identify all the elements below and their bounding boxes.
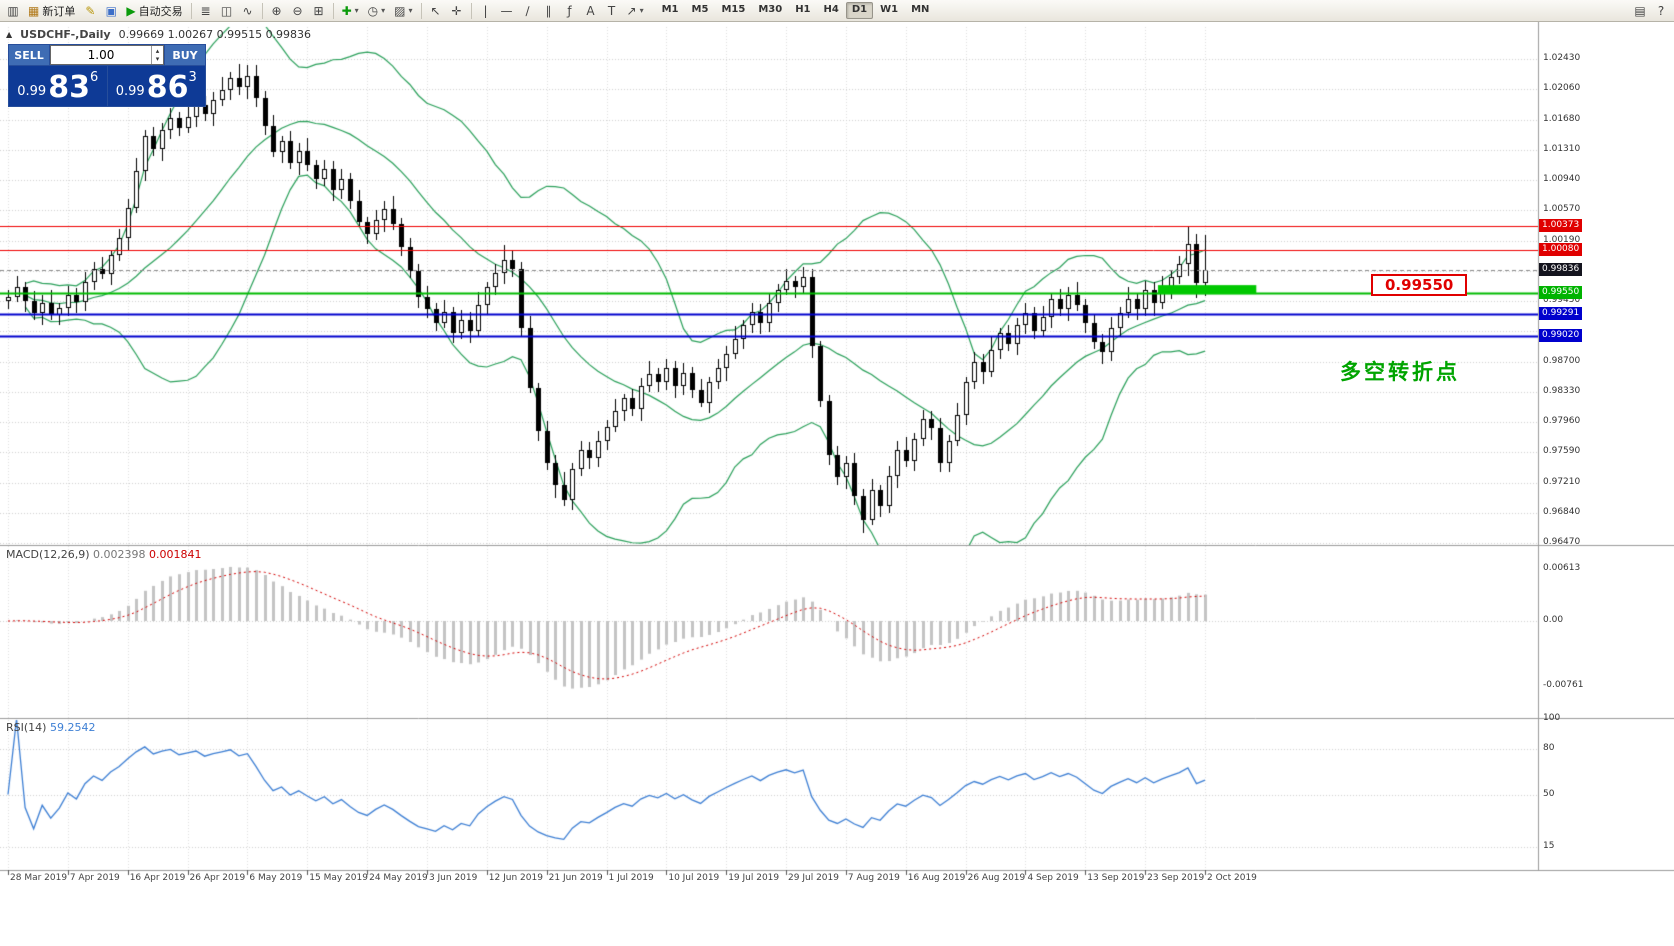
timeframe-m1-button[interactable]: M1 [661,4,679,15]
toolbar-separator [420,2,422,19]
tile-windows-button[interactable]: ⊞ [309,2,329,20]
toolbar: ▥ ▦ 新订单 ✎ ▣ ▶ 自动交易 ≣ ◫ ∿ ⊕ ⊖ ⊞ ✚ ▾ ◷ ▾ ▨ ▾ ↖ ✛ | — ∕ ∥ ƒ A T ↗ ▾ M1 M5… [0,0,1674,22]
toolbar-separator [332,2,334,19]
zoom-out-button[interactable]: ⊖ [288,2,308,20]
indicators-add-icon: ✚ [341,3,352,18]
clock-icon: ◷ [367,3,379,18]
zoom-in-icon: ⊕ [271,3,282,18]
cursor-icon: ↖ [430,3,441,18]
autotrading-button-label: 自动交易 [138,4,183,18]
chart-window-icon: ▥ [7,3,19,18]
fibonacci-button[interactable]: ƒ [560,2,580,20]
metaeditor-button[interactable]: ✎ [80,2,100,20]
new-order-icon: ▦ [28,3,40,18]
template-icon: ▨ [394,3,406,18]
timeframe-h4-button[interactable]: H4 [823,4,839,15]
horizontal-line-icon: — [500,3,513,18]
arrows-icon: ↗ [626,3,637,18]
horizontal-line-button[interactable]: — [497,2,517,20]
fibonacci-icon: ƒ [567,3,572,18]
dropdown-caret-icon: ▾ [639,6,644,15]
bar-chart-icon: ≣ [200,3,211,18]
toolbar-separator [261,2,263,19]
text-label-icon: T [607,3,616,18]
dropdown-caret-icon: ▾ [381,6,386,15]
text-button[interactable]: A [581,2,601,20]
data-window-button[interactable]: ▤ [1630,2,1650,20]
timeframe-mn-button[interactable]: MN [911,4,930,15]
toolbar-separator [190,2,192,19]
crosshair-button[interactable]: ✛ [447,2,467,20]
timeframe-m15-button[interactable]: M15 [721,4,746,15]
terminal-button[interactable]: ▣ [101,2,121,20]
terminal-icon: ▣ [105,3,118,18]
indicators-button[interactable]: ✚ ▾ [338,2,363,20]
timeframe-m5-button[interactable]: M5 [691,4,709,15]
chart-canvas[interactable] [0,22,1674,946]
cursor-button[interactable]: ↖ [426,2,446,20]
toolbar-right-group: ▤? [1630,2,1671,20]
zoom-in-button[interactable]: ⊕ [267,2,287,20]
timeframe-h1-button[interactable]: H1 [795,4,811,15]
zoom-out-icon: ⊖ [292,3,303,18]
chart-window-button[interactable]: ▥ [3,2,23,20]
toolbar-buttons-group: ▥ ▦ 新订单 ✎ ▣ ▶ 自动交易 ≣ ◫ ∿ ⊕ ⊖ ⊞ ✚ ▾ ◷ ▾ ▨ ▾ ↖ ✛ | — ∕ ∥ ƒ A T ↗ ▾ [3,2,648,20]
help-icon: ? [1657,3,1665,18]
channel-icon: ∥ [545,3,552,18]
line-chart-icon: ∿ [242,3,253,18]
toolbar-separator [470,2,472,19]
autotrading-button[interactable]: ▶ 自动交易 [122,2,186,20]
line-chart-button[interactable]: ∿ [238,2,258,20]
autotrading-icon: ▶ [126,3,136,18]
trendline-icon: ∕ [525,3,530,18]
templates-button[interactable]: ▨ ▾ [390,2,416,20]
help-button[interactable]: ? [1651,2,1671,20]
timeframe-w1-button[interactable]: W1 [880,4,899,15]
candlestick-chart-button[interactable]: ◫ [217,2,237,20]
timeframe-m30-button[interactable]: M30 [758,4,783,15]
periods-button[interactable]: ◷ ▾ [364,2,390,20]
vertical-line-icon: | [483,3,488,18]
arrows-button[interactable]: ↗ ▾ [623,2,648,20]
bar-chart-button[interactable]: ≣ [196,2,216,20]
new-order-button-label: 新订单 [42,4,76,18]
dropdown-caret-icon: ▾ [408,6,413,15]
label-button[interactable]: T [602,2,622,20]
timeframe-d1-button[interactable]: D1 [845,2,874,19]
tile-windows-icon: ⊞ [313,3,324,18]
text-icon: A [586,3,595,18]
channel-button[interactable]: ∥ [539,2,559,20]
vertical-line-button[interactable]: | [476,2,496,20]
trendline-button[interactable]: ∕ [518,2,538,20]
metaeditor-icon: ✎ [85,3,96,18]
data-window-icon: ▤ [1634,3,1646,18]
timeframe-toolbar: M1 M5 M15 M30 H1 H4 D1 W1 MN [656,2,936,19]
new-order-button[interactable]: ▦ 新订单 [24,2,79,20]
dropdown-caret-icon: ▾ [354,6,359,15]
crosshair-icon: ✛ [451,3,462,18]
candlestick-chart-icon: ◫ [220,3,233,18]
